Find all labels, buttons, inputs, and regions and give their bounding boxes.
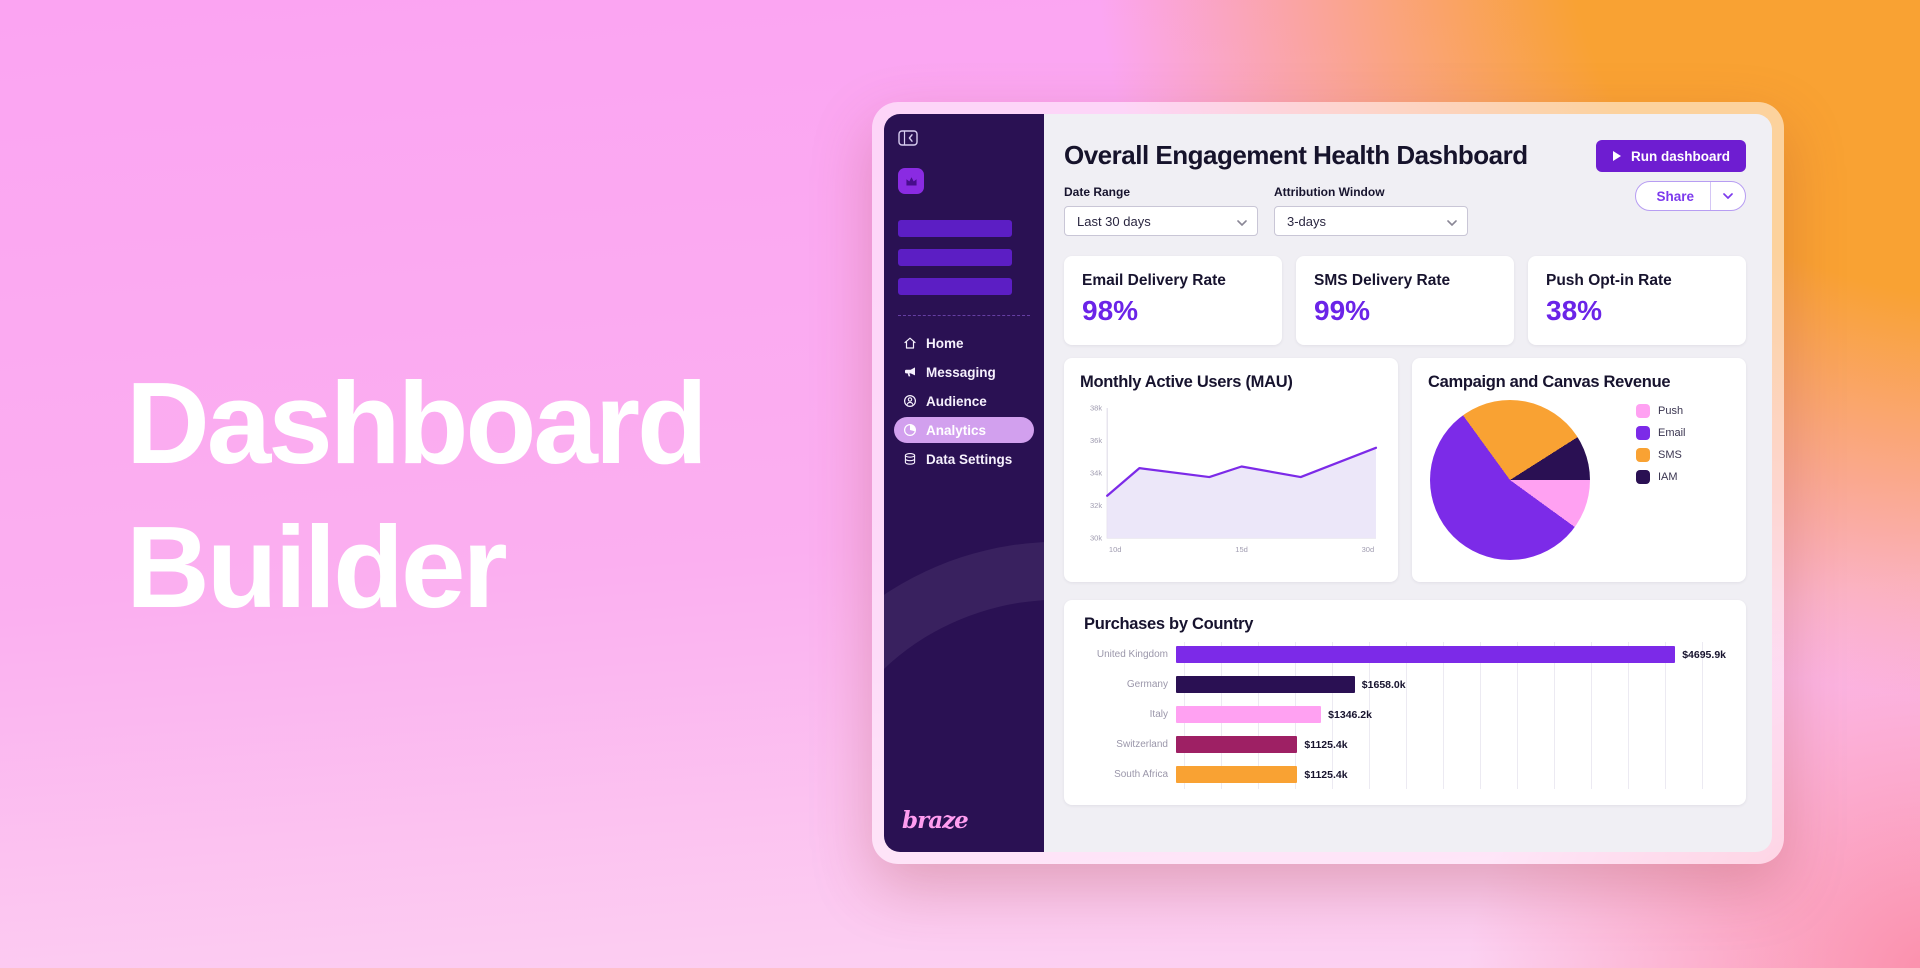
mau-chart-title: Monthly Active Users (MAU) <box>1080 373 1293 391</box>
crown-icon <box>905 176 917 185</box>
sidebar-item-analytics[interactable]: Analytics <box>894 417 1034 443</box>
purchases-chart-card: Purchases by Country United Kingdom $4695… <box>1064 600 1746 805</box>
app-logo-tile[interactable] <box>898 168 924 194</box>
legend-label: SMS <box>1658 449 1682 461</box>
share-dropdown-toggle[interactable] <box>1711 182 1745 210</box>
chevron-down-icon <box>1723 193 1733 199</box>
bar-value-label: $1346.2k <box>1328 708 1372 721</box>
bar-category-label: Italy <box>1149 709 1168 720</box>
bar-row: Germany $1658.0k <box>1084 676 1726 693</box>
svg-text:36k: 36k <box>1090 436 1102 445</box>
sidebar-item-messaging[interactable]: Messaging <box>894 359 1034 385</box>
sidebar: Home Messaging Audience Analytics Data S… <box>884 114 1044 852</box>
legend-item: Push <box>1636 404 1686 418</box>
revenue-pie-chart <box>1430 400 1590 560</box>
metric-value: 38% <box>1546 295 1603 326</box>
hero-headline: Dashboard Builder <box>126 352 708 640</box>
bar-row: Switzerland $1125.4k <box>1084 736 1726 753</box>
legend-item: Email <box>1636 426 1686 440</box>
braze-logo: braze <box>902 807 969 834</box>
legend-label: Push <box>1658 405 1684 417</box>
bar-value-label: $1125.4k <box>1304 768 1348 781</box>
bar-value-label: $1658.0k <box>1361 678 1406 691</box>
pie-chart-icon <box>903 423 917 437</box>
svg-text:38k: 38k <box>1090 404 1102 413</box>
dashboard-window-frame: Home Messaging Audience Analytics Data S… <box>872 102 1784 864</box>
revenue-pie-title: Campaign and Canvas Revenue <box>1428 373 1671 391</box>
date-range-select[interactable]: Last 30 days <box>1064 206 1258 236</box>
bar-category-label: United Kingdom <box>1096 649 1168 660</box>
bar-row: South Africa $1125.4k <box>1084 766 1726 783</box>
date-range-filter: Date Range Last 30 days <box>1064 185 1258 236</box>
mau-area-chart: 38k 36k 34k 32k 30k 10d 15d 30d <box>1090 404 1378 554</box>
bar-category-label: South Africa <box>1114 769 1168 780</box>
database-icon <box>904 453 916 465</box>
purchases-bar-chart: United Kingdom $4695.9k Germany $1658.0k Ita… <box>1084 642 1726 789</box>
attribution-window-label: Attribution Window <box>1274 185 1385 199</box>
svg-text:30k: 30k <box>1090 534 1102 543</box>
sidebar-item-home[interactable]: Home <box>894 330 1034 356</box>
metric-card-email-delivery: Email Delivery Rate 98% <box>1064 256 1282 345</box>
bar-category-label: Germany <box>1126 679 1168 690</box>
legend-swatch <box>1636 404 1650 418</box>
legend-swatch <box>1636 448 1650 462</box>
share-split-button[interactable]: Share <box>1635 181 1746 211</box>
legend-label: Email <box>1658 427 1686 439</box>
mau-chart-card: Monthly Active Users (MAU) 38k 36k 34k 32k 3… <box>1064 358 1398 582</box>
bar-value-label: $4695.9k <box>1682 648 1726 661</box>
bar-fill <box>1176 736 1298 753</box>
sidebar-item-data-settings[interactable]: Data Settings <box>894 446 1034 472</box>
legend-item: SMS <box>1636 448 1686 462</box>
svg-text:32k: 32k <box>1090 501 1102 510</box>
pie-legend: Push Email SMS IAM <box>1636 404 1686 484</box>
bar-fill <box>1176 706 1322 723</box>
metric-card-push-optin: Push Opt-in Rate 38% <box>1528 256 1746 345</box>
home-icon <box>904 337 916 349</box>
audience-icon <box>903 394 917 408</box>
run-dashboard-button[interactable]: Run dashboard <box>1595 140 1746 172</box>
sidebar-skeleton-bar <box>898 249 1012 266</box>
date-range-label: Date Range <box>1064 185 1131 199</box>
attribution-window-filter: Attribution Window 3-days <box>1274 185 1468 236</box>
legend-item: IAM <box>1636 470 1686 484</box>
sidebar-divider <box>898 315 1030 316</box>
bar-fill <box>1176 676 1355 693</box>
sidebar-item-audience[interactable]: Audience <box>894 388 1034 414</box>
main-panel: Overall Engagement Health Dashboard Date… <box>1044 114 1772 852</box>
collapse-sidebar-icon[interactable] <box>898 130 918 146</box>
megaphone-icon <box>905 367 915 377</box>
hero-line-1: Dashboard <box>126 358 708 488</box>
svg-text:30d: 30d <box>1362 545 1375 554</box>
bar-category-label: Switzerland <box>1116 739 1168 750</box>
page-title: Overall Engagement Health Dashboard <box>1064 140 1528 170</box>
sidebar-skeleton-bar <box>898 278 1012 295</box>
svg-text:10d: 10d <box>1109 545 1122 554</box>
chevron-down-icon <box>1237 214 1247 229</box>
metric-card-sms-delivery: SMS Delivery Rate 99% <box>1296 256 1514 345</box>
bar-fill <box>1176 766 1298 783</box>
bar-row: Italy $1346.2k <box>1084 706 1726 723</box>
svg-text:15d: 15d <box>1235 545 1248 554</box>
hero-line-2: Builder <box>126 501 508 632</box>
legend-swatch <box>1636 426 1650 440</box>
attribution-window-select[interactable]: 3-days <box>1274 206 1468 236</box>
revenue-pie-card: Campaign and Canvas Revenue Push Email SMS… <box>1412 358 1746 582</box>
chevron-down-icon <box>1447 214 1457 229</box>
bar-value-label: $1125.4k <box>1304 738 1348 751</box>
bar-fill <box>1176 646 1676 663</box>
purchases-chart-title: Purchases by Country <box>1084 615 1254 633</box>
metric-value: 99% <box>1314 295 1371 326</box>
share-button[interactable]: Share <box>1636 182 1711 210</box>
dashboard-window: Home Messaging Audience Analytics Data S… <box>884 114 1772 852</box>
bar-row: United Kingdom $4695.9k <box>1084 646 1726 663</box>
legend-label: IAM <box>1658 471 1678 483</box>
svg-text:34k: 34k <box>1090 469 1102 478</box>
sidebar-skeleton-bar <box>898 220 1012 237</box>
metric-value: 98% <box>1082 295 1139 326</box>
legend-swatch <box>1636 470 1650 484</box>
play-icon <box>1612 151 1621 161</box>
